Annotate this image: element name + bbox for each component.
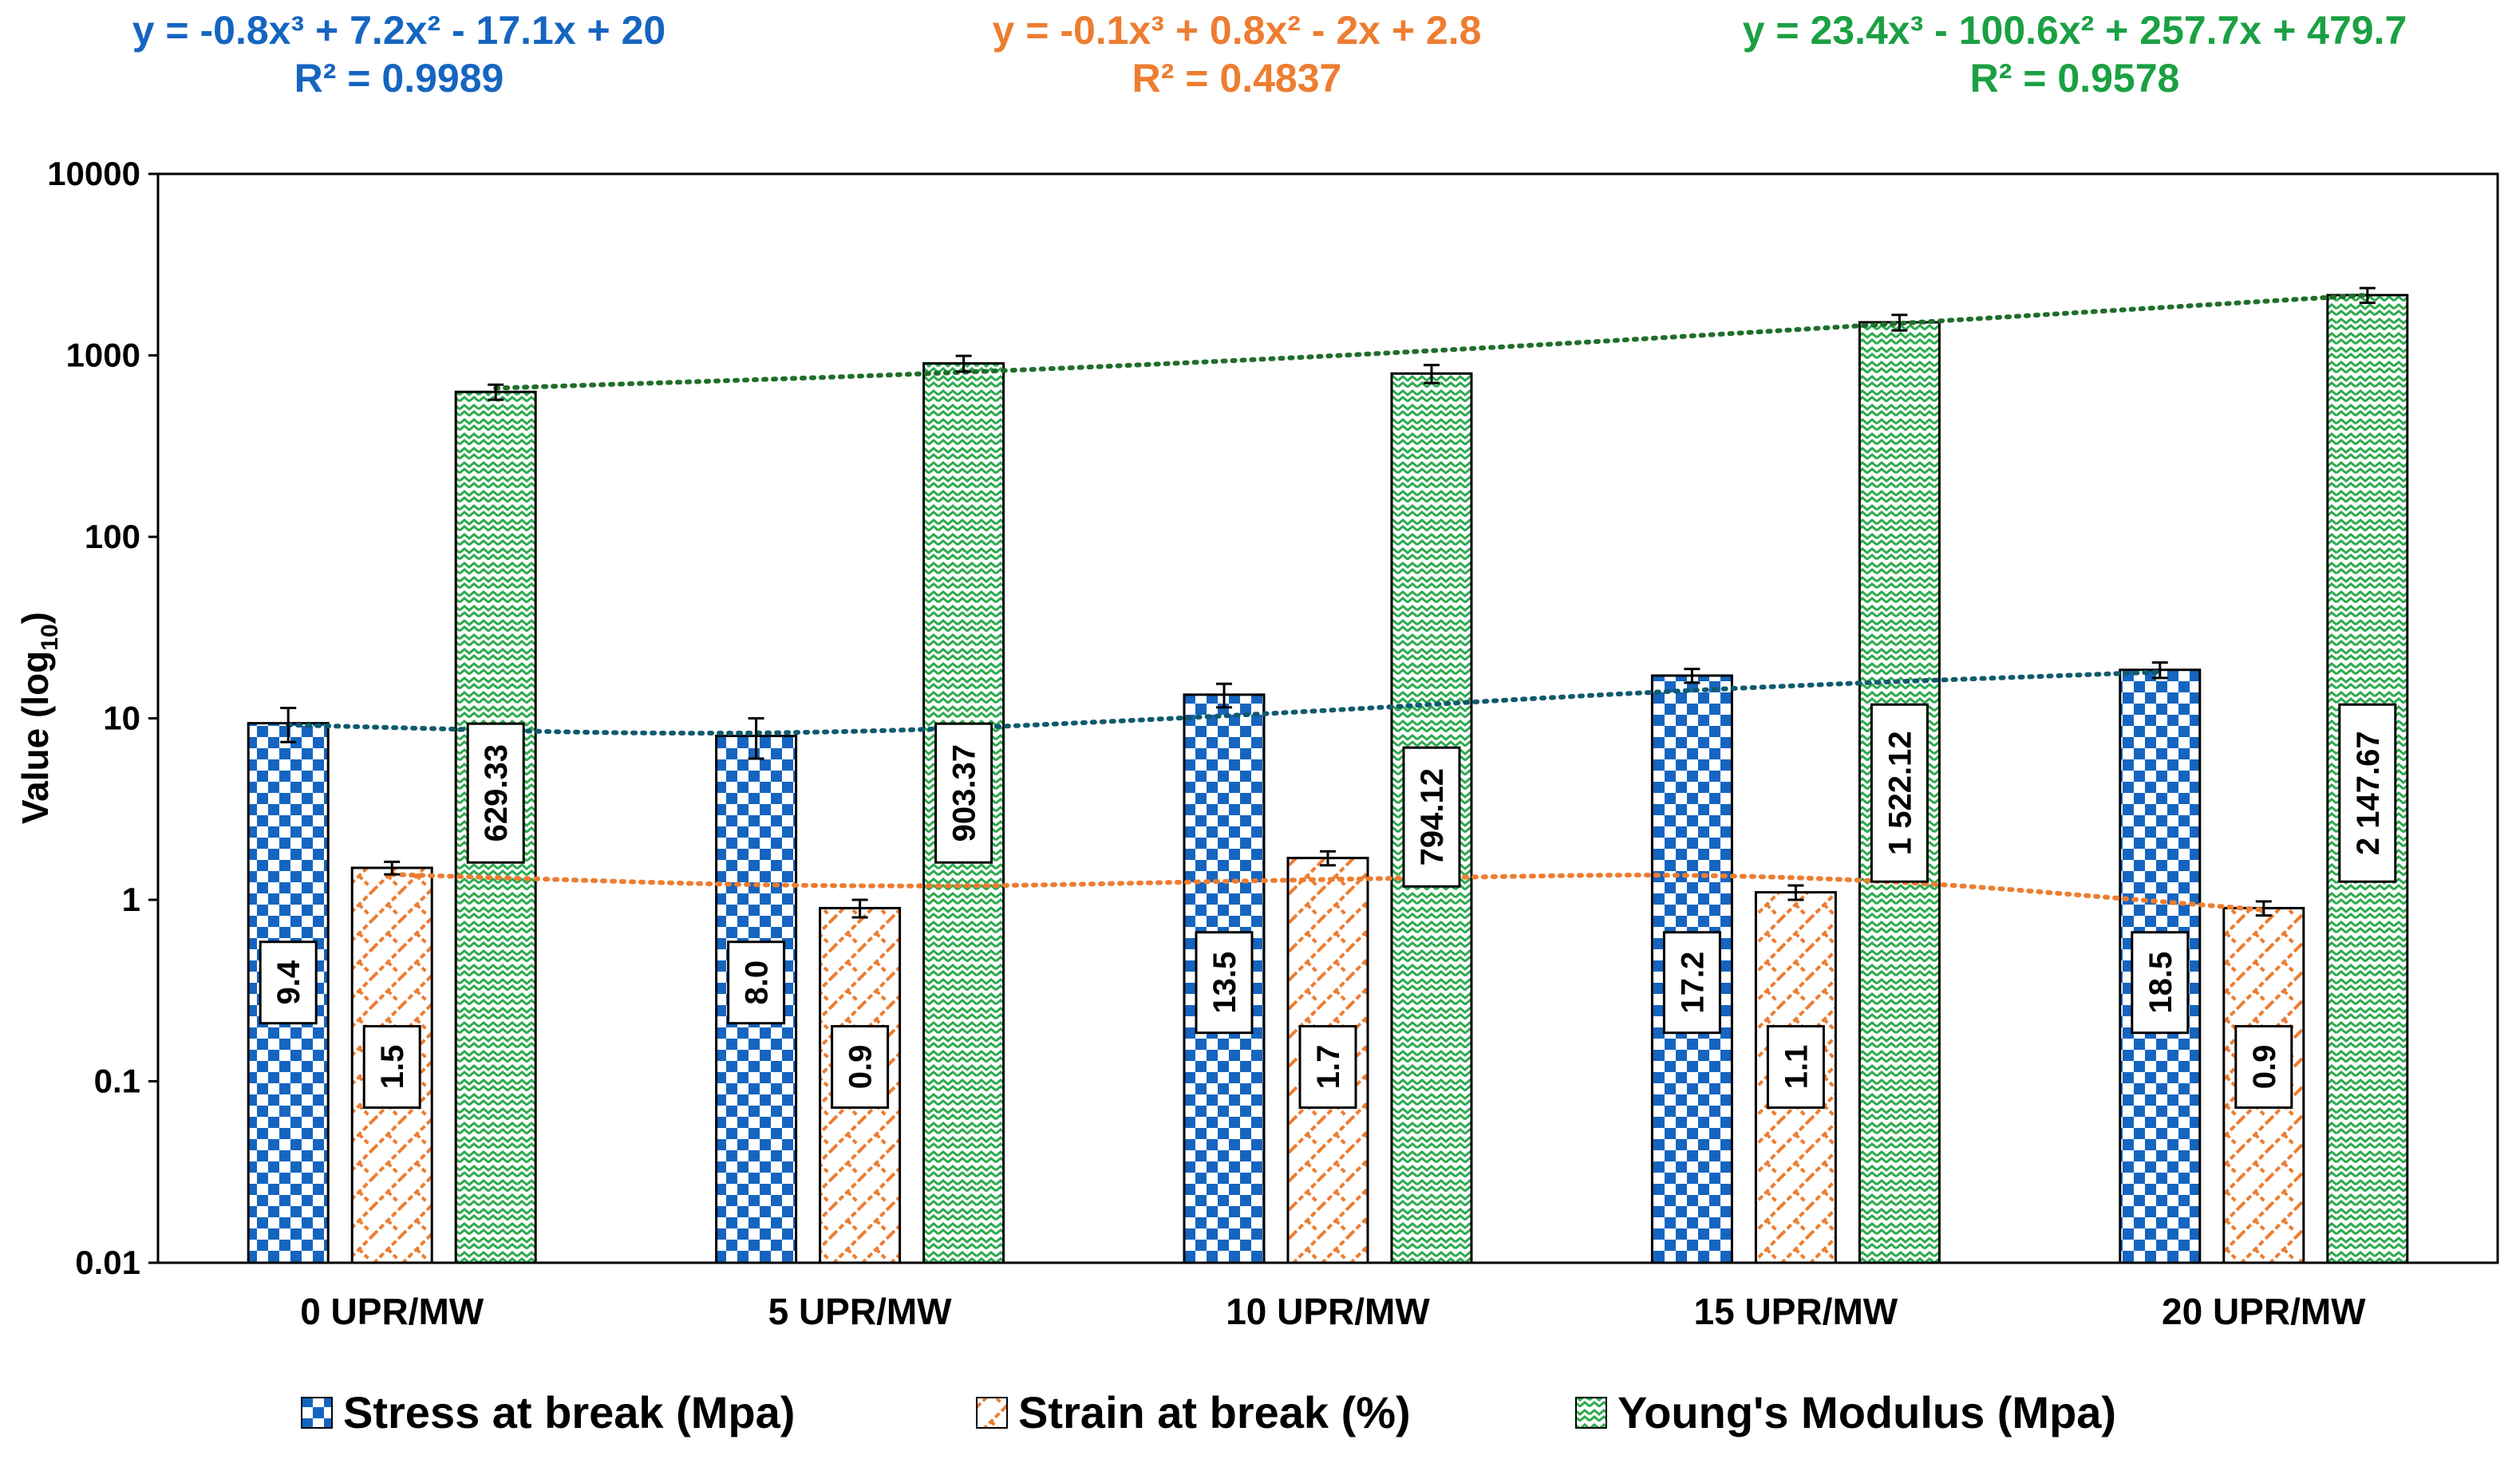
trendline-1 — [389, 872, 2266, 913]
x-tick-label: 10 UPR/MW — [1226, 1291, 1430, 1332]
data-label-box-1-3 — [1766, 1024, 1825, 1109]
data-label-box-2-1 — [934, 722, 993, 864]
data-label-1-4: 0.9 — [2234, 1024, 2293, 1109]
y-tick-label: 100 — [85, 518, 140, 555]
legend-swatch-strain — [976, 1397, 1008, 1429]
trend-r2-strain: R² = 0.4837 — [1132, 56, 1342, 101]
data-label-text-1-2: 1.7 — [1311, 1045, 1346, 1090]
data-label-box-1-1 — [831, 1024, 890, 1109]
trend-r2-modulus: R² = 0.9578 — [1970, 56, 2180, 101]
data-label-box-0-0 — [259, 940, 318, 1025]
data-label-box-0-1 — [727, 940, 786, 1025]
y-tick-label: 10 — [103, 700, 140, 737]
data-label-text-0-2: 13.5 — [1207, 952, 1242, 1014]
trend-equation-strain: y = -0.1x³ + 0.8x² - 2x + 2.8 — [993, 8, 1482, 53]
x-tick-label: 0 UPR/MW — [300, 1291, 484, 1332]
data-label-box-2-2 — [1402, 746, 1461, 888]
data-label-text-2-0: 629.33 — [479, 744, 514, 842]
data-label-0-1: 8.0 — [727, 940, 786, 1025]
x-tick-label: 5 UPR/MW — [768, 1291, 953, 1332]
data-label-text-0-1: 8.0 — [740, 960, 775, 1005]
data-label-2-4: 2 147.67 — [2338, 703, 2397, 883]
y-axis-title-subscript: 10 — [37, 624, 63, 650]
trend-equation-stress: y = -0.8x³ + 7.2x² - 17.1x + 20 — [132, 8, 666, 53]
data-label-box-0-4 — [2131, 931, 2190, 1035]
data-label-text-1-1: 0.9 — [843, 1045, 879, 1090]
data-label-text-1-0: 1.5 — [375, 1045, 410, 1090]
trendline-2 — [493, 292, 2370, 391]
data-label-text-0-4: 18.5 — [2143, 952, 2178, 1014]
data-label-1-0: 1.5 — [362, 1024, 421, 1109]
bars — [247, 294, 2409, 1264]
data-label-2-2: 794.12 — [1402, 746, 1461, 888]
data-label-2-1: 903.37 — [934, 722, 993, 864]
data-label-box-2-3 — [1870, 703, 1929, 883]
data-label-2-0: 629.33 — [466, 722, 525, 864]
data-label-text-2-3: 1 522.12 — [1882, 731, 1918, 855]
legend-swatch-stress — [301, 1397, 333, 1429]
data-label-box-2-4 — [2338, 703, 2397, 883]
y-axis-ticks: 0.01 0.1 1 10 100 1000 10000 — [47, 155, 158, 1281]
trend-equation-modulus: y = 23.4x³ - 100.6x² + 257.7x + 479.7 — [1743, 8, 2407, 53]
y-tick-label: 10000 — [47, 155, 140, 192]
data-label-0-4: 18.5 — [2131, 931, 2190, 1035]
data-label-box-0-2 — [1195, 931, 1254, 1035]
y-axis-title: Value (log10) — [14, 612, 63, 824]
data-label-1-1: 0.9 — [831, 1024, 890, 1109]
data-label-box-1-0 — [362, 1024, 421, 1109]
trendlines — [286, 292, 2370, 913]
legend-swatch-modulus — [1575, 1397, 1607, 1429]
data-label-1-2: 1.7 — [1298, 1024, 1357, 1109]
y-tick-label: 0.01 — [75, 1244, 140, 1281]
data-label-box-1-4 — [2234, 1024, 2293, 1109]
data-label-text-1-4: 0.9 — [2247, 1045, 2282, 1090]
y-tick-label: 1000 — [66, 337, 140, 374]
trend-r2-stress: R² = 0.9989 — [294, 56, 504, 101]
y-tick-label: 0.1 — [94, 1063, 140, 1100]
error-bars — [280, 286, 2376, 919]
data-label-1-3: 1.1 — [1766, 1024, 1825, 1109]
data-label-text-1-3: 1.1 — [1779, 1045, 1814, 1090]
data-label-box-0-3 — [1662, 931, 1721, 1035]
y-tick-label: 1 — [122, 881, 140, 918]
data-label-text-2-2: 794.12 — [1415, 768, 1450, 866]
data-label-0-3: 17.2 — [1662, 931, 1721, 1035]
legend-label-stress: Stress at break (Mpa) — [343, 1387, 795, 1437]
data-label-text-0-3: 17.2 — [1675, 952, 1710, 1014]
data-label-box-2-0 — [466, 722, 525, 864]
data-label-0-0: 9.4 — [259, 940, 318, 1025]
data-label-text-0-0: 9.4 — [271, 960, 306, 1004]
data-label-box-1-2 — [1298, 1024, 1357, 1109]
data-labels: 9.4 1.5 629.33 8.0 0.9 903.37 13.5 1.7 794.12 17.… — [259, 703, 2397, 1109]
x-axis-labels: 0 UPR/MW 5 UPR/MW 10 UPR/MW 15 UPR/MW 20 UPR… — [300, 1291, 2366, 1332]
x-tick-label: 15 UPR/MW — [1694, 1291, 1898, 1332]
legend-label-strain: Strain at break (%) — [1018, 1387, 1411, 1437]
data-label-2-3: 1 522.12 — [1870, 703, 1929, 883]
data-label-text-2-4: 2 147.67 — [2351, 731, 2386, 855]
legend: Stress at break (Mpa) Strain at break (%… — [301, 1387, 2116, 1437]
data-label-text-2-1: 903.37 — [947, 744, 982, 842]
x-tick-label: 20 UPR/MW — [2162, 1291, 2366, 1332]
y-axis-title-close: ) — [14, 612, 56, 624]
data-label-0-2: 13.5 — [1195, 931, 1254, 1035]
legend-label-modulus: Young's Modulus (Mpa) — [1617, 1387, 2116, 1437]
